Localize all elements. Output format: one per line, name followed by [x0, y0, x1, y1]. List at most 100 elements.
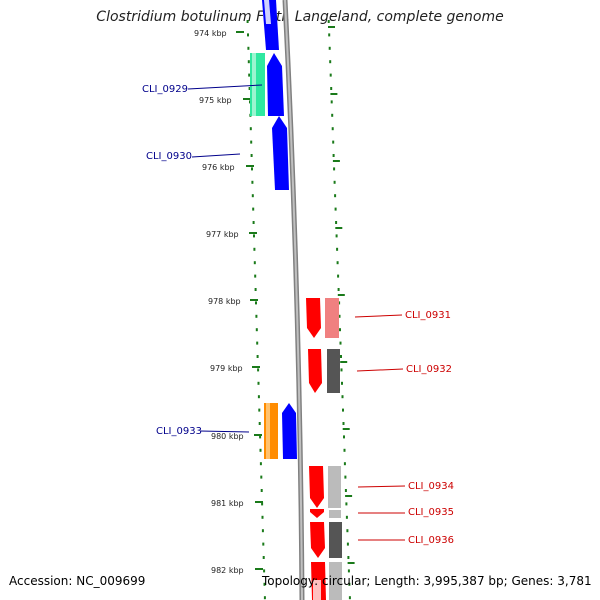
tick-dot: [332, 140, 335, 144]
tick-dot: [260, 475, 263, 479]
tick-dash: [347, 562, 355, 564]
tick-dot: [336, 261, 339, 265]
forward-strand-features: [262, 0, 297, 459]
tick-dot: [331, 113, 334, 117]
tick-dot: [262, 542, 265, 546]
gene-label-cli-0929[interactable]: CLI_0929: [142, 84, 188, 95]
tick-dot: [248, 87, 251, 90]
tick-dash: [330, 93, 338, 95]
tick-dot: [328, 33, 331, 37]
ruler-label: 977 kbp: [206, 230, 239, 239]
cog-block-highlight: [266, 403, 270, 459]
gene-label-cli-0934[interactable]: CLI_0934: [408, 481, 454, 492]
cog-block-lightgray[interactable]: [328, 466, 341, 508]
cog-block-lightgray[interactable]: [329, 510, 341, 518]
ruler-tick: [254, 434, 262, 436]
tick-dot: [348, 582, 351, 586]
tick-dot: [336, 247, 339, 251]
ruler-tick: [243, 98, 251, 100]
tick-dot: [247, 33, 249, 37]
cds-arrow[interactable]: [262, 0, 279, 50]
gene-labels: CLI_0929 CLI_0930 CLI_0931 CLI_0932 CLI_…: [142, 84, 454, 546]
ruler-tick: [246, 165, 254, 167]
tick-dot: [334, 207, 337, 211]
tick-dash: [342, 428, 350, 430]
tick-dot: [253, 261, 256, 265]
tick-dot: [335, 234, 338, 238]
tick-dot: [344, 489, 347, 492]
tick-dot: [341, 381, 343, 385]
tick-dot: [342, 422, 345, 425]
tick-dot: [346, 542, 349, 546]
ruler-label: 980 kbp: [211, 432, 244, 441]
tick-dot: [328, 46, 331, 50]
tick-dot: [254, 288, 257, 291]
tick-dash: [328, 26, 335, 28]
ruler: 974 kbp 975 kbp 976 kbp 977 kbp 978 kbp …: [194, 29, 263, 575]
tick-dot: [251, 167, 253, 171]
tick-dot: [337, 288, 340, 291]
cds-arrow-highlight: [264, 0, 271, 24]
tick-dot: [257, 381, 260, 385]
ruler-tick: [249, 232, 257, 234]
label-leader: [354, 314, 403, 318]
tick-dot: [338, 314, 341, 318]
cds-arrow[interactable]: [282, 403, 297, 459]
tick-dot: [347, 569, 350, 573]
gene-label-cli-0931[interactable]: CLI_0931: [405, 310, 451, 321]
cds-arrow[interactable]: [306, 298, 321, 338]
tick-dot: [334, 194, 337, 198]
tick-dot: [338, 301, 341, 305]
tick-dot: [332, 154, 335, 157]
ruler-tick: [236, 31, 244, 33]
tick-dot: [347, 556, 350, 559]
gene-label-cli-0932[interactable]: CLI_0932: [406, 364, 452, 375]
backbone-highlight: [284, 0, 303, 600]
tick-dot: [263, 569, 266, 573]
tick-dash: [335, 227, 343, 229]
tick-dot: [262, 556, 265, 559]
tick-dot: [343, 435, 345, 439]
cds-arrow[interactable]: [272, 116, 289, 190]
cds-arrow[interactable]: [267, 53, 284, 116]
tick-dot: [255, 328, 258, 332]
ruler-label: 981 kbp: [211, 499, 244, 508]
label-leader: [199, 430, 250, 433]
tick-dot: [258, 422, 261, 425]
cog-block-lightgray[interactable]: [329, 562, 342, 600]
cds-arrow[interactable]: [310, 509, 324, 518]
tick-dot: [253, 247, 256, 251]
map-title: Clostridium botulinum F str. Langeland, …: [96, 9, 504, 25]
ruler-label: 976 kbp: [202, 163, 235, 172]
gene-label-cli-0936[interactable]: CLI_0936: [408, 535, 454, 546]
gene-label-cli-0933[interactable]: CLI_0933: [156, 426, 202, 437]
tick-dot: [339, 328, 341, 332]
tick-dot: [261, 515, 264, 519]
tick-dot: [249, 127, 252, 131]
cds-arrow[interactable]: [310, 522, 325, 558]
tick-dot: [333, 180, 336, 184]
tick-dot: [252, 207, 255, 211]
tick-dash: [345, 495, 353, 497]
cog-block-salmon[interactable]: [325, 298, 339, 338]
gene-label-cli-0930[interactable]: CLI_0930: [146, 151, 192, 162]
gene-label-cli-0935[interactable]: CLI_0935: [408, 507, 454, 518]
tick-dot: [340, 355, 342, 358]
tick-dot: [250, 140, 253, 144]
tick-marks: [246, 20, 355, 600]
cds-arrow[interactable]: [308, 349, 322, 393]
tick-dot: [330, 100, 333, 104]
tick-dot: [247, 60, 250, 64]
cog-features: [250, 53, 342, 600]
tick-dot: [345, 515, 348, 519]
tick-dot: [337, 274, 340, 278]
tick-dash: [340, 361, 348, 363]
tick-dot: [247, 46, 250, 50]
cog-block-darkgray[interactable]: [327, 349, 340, 393]
cog-block-darkgray[interactable]: [329, 522, 342, 558]
tick-dot: [253, 234, 255, 238]
cds-arrow[interactable]: [309, 466, 324, 508]
tick-dot: [343, 448, 346, 452]
tick-dot: [261, 502, 264, 506]
